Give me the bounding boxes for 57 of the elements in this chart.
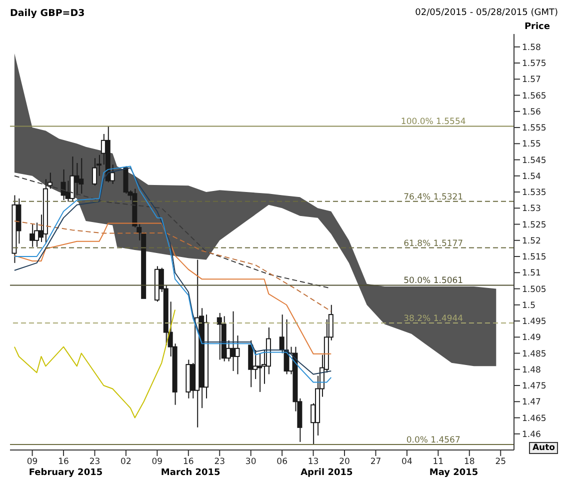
x-tick-label: 11 [432,457,444,468]
y-tick-label: 1.575 [522,59,546,70]
text: Auto [529,442,558,454]
x-tick-label: 09 [152,457,163,468]
y-tick-label: 1.485 [522,349,546,360]
x-tick-label: 16 [58,457,69,468]
x-tick-label: 25 [495,457,506,468]
text: May 2015 [428,468,480,478]
y-tick-label: 1.525 [522,220,546,230]
y-tick-label: 1.565 [522,91,546,102]
x-tick-label: 23 [89,457,100,468]
text: April 2015 [300,468,354,478]
x-tick-label: 16 [182,457,194,468]
y-tick-label: 1.51 [522,268,541,279]
y-tick-label: 1.56 [522,107,541,118]
x-tick-label: 18 [464,457,475,468]
y-tick-label: 1.52 [522,236,541,246]
x-tick-label: 13 [308,457,319,468]
ref-line-label: 38.2% 1.4944 [404,314,464,324]
text: March 2015 [160,468,222,478]
x-tick-label: 02 [120,457,132,468]
x-tick-label: 04 [402,457,412,468]
y-tick-label: 1.545 [522,156,546,166]
chart-title: Daily GBP=D3 [10,8,85,19]
y-tick-label: 1.55 [522,140,541,150]
y-tick-label: 1.535 [522,188,546,198]
x-tick-label: 09 [26,457,38,468]
y-tick-label: 1.46 [522,430,541,440]
y-tick-label: 1.555 [522,124,546,134]
ref-line-label: 0.0% 1.4567 [406,436,460,446]
x-tick-label: 23 [214,457,226,468]
y-tick-label: 1.58 [522,42,541,53]
x-tick-label: 06 [276,457,288,468]
y-tick-label: 1.57 [522,75,541,86]
y-tick-label: 1.465 [522,414,546,424]
y-tick-label: 1.47 [522,398,541,408]
line-series [14,222,332,354]
ref-line-label: 50.0% 1.5061 [404,276,464,286]
ref-line-label: 61.8% 1.5177 [404,238,464,249]
text: February 2015 [28,468,104,478]
y-axis-title: Price [524,22,550,32]
ref-line-label: 100.0% 1.5554 [400,117,466,128]
y-tick-label: 1.505 [522,284,546,295]
chart-subtitle: 02/05/2015 - 05/28/2015 (GMT) [415,8,558,18]
y-tick-label: 1.495 [522,317,546,328]
y-tick-label: 1.48 [522,365,541,376]
x-tick-label: 27 [370,457,382,468]
x-tick-label: 20 [339,457,350,468]
y-tick-label: 1.515 [522,252,546,263]
y-tick-label: 1.5 [522,300,536,311]
y-tick-label: 1.54 [522,172,541,182]
line-series [14,309,176,418]
y-tick-label: 1.475 [522,382,546,392]
ref-line-label: 76.4% 1.5321 [404,192,464,202]
y-tick-label: 1.53 [522,204,541,214]
y-tick-label: 1.49 [522,333,541,344]
x-tick-label: 30 [245,457,256,468]
